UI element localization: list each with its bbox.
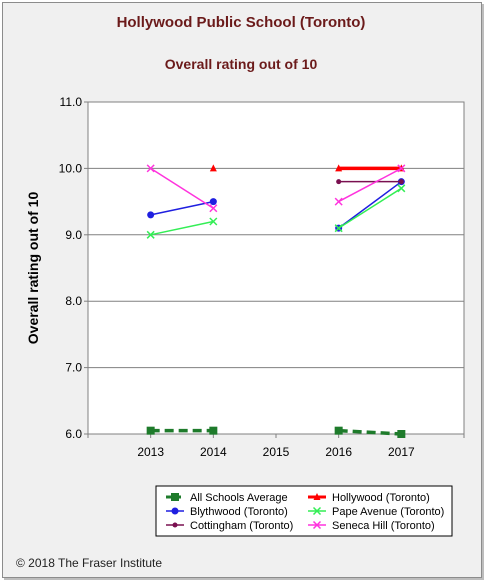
series-3 <box>146 184 406 239</box>
data-point <box>171 493 179 501</box>
data-point <box>398 179 404 185</box>
y-axis-label: Overall rating out of 10 <box>25 192 41 345</box>
x-tick-label: 2016 <box>325 445 352 459</box>
data-point <box>397 184 406 193</box>
data-point <box>172 522 178 528</box>
legend-item: All Schools Average <box>166 492 288 504</box>
data-point <box>209 164 217 172</box>
series-line <box>338 187 402 229</box>
y-tick-label: 10.0 <box>59 161 83 175</box>
axes: 6.0 7.0 8.0 9.0 10.0 11.0 2013 2014 2015 2016 2017 <box>59 95 465 459</box>
y-tick-label: 8.0 <box>65 294 82 308</box>
series-layer <box>146 164 406 438</box>
data-point <box>312 520 322 530</box>
x-tick-label: 2017 <box>388 445 415 459</box>
series-line <box>150 167 214 209</box>
series-line <box>150 220 214 236</box>
legend-label: Pape Avenue (Toronto) <box>332 506 444 518</box>
y-tick-label: 7.0 <box>65 361 82 375</box>
legend-box <box>155 485 453 537</box>
series-line <box>338 181 402 229</box>
data-point <box>313 493 321 500</box>
series-5 <box>146 164 406 213</box>
data-point <box>146 230 155 239</box>
data-point <box>335 164 343 172</box>
series-line <box>338 167 402 203</box>
data-point <box>312 506 322 516</box>
legend-label: All Schools Average <box>190 492 288 504</box>
data-point <box>334 426 343 435</box>
data-point <box>146 426 155 435</box>
data-point <box>397 430 406 438</box>
x-tick-label: 2014 <box>200 445 227 459</box>
legend-label: Seneca Hill (Toronto) <box>332 520 435 532</box>
y-tick-label: 9.0 <box>65 228 82 242</box>
x-tick-label: 2015 <box>263 445 290 459</box>
data-point <box>209 426 218 435</box>
y-tick-label: 6.0 <box>65 427 82 441</box>
legend-item: Cottingham (Toronto) <box>166 520 293 532</box>
legend-item: Pape Avenue (Toronto) <box>308 506 444 518</box>
legend-item: Hollywood (Toronto) <box>308 492 430 504</box>
data-point <box>147 211 155 219</box>
data-point <box>397 164 406 173</box>
legend-item: Seneca Hill (Toronto) <box>308 520 435 532</box>
legend-item: Blythwood (Toronto) <box>166 506 288 518</box>
data-point <box>209 198 217 206</box>
series-line <box>150 200 214 216</box>
data-point <box>334 197 343 206</box>
chart-title: Hollywood Public School (Toronto) <box>116 14 366 31</box>
series-line <box>338 428 402 436</box>
legend-label: Hollywood (Toronto) <box>332 492 430 504</box>
plot-area <box>87 101 465 435</box>
legend: All Schools Average Hollywood (Toronto) Bl… <box>166 492 444 532</box>
series-4 <box>336 179 404 185</box>
data-point <box>209 217 218 226</box>
data-point <box>171 507 179 515</box>
data-point <box>209 204 218 213</box>
data-point <box>146 164 155 173</box>
series-0 <box>146 426 406 438</box>
x-tick-label: 2013 <box>137 445 164 459</box>
copyright-text: © 2018 The Fraser Institute <box>16 556 163 570</box>
data-point <box>336 179 342 185</box>
data-point <box>334 224 343 233</box>
legend-label: Blythwood (Toronto) <box>190 506 288 518</box>
chart-subtitle: Overall rating out of 10 <box>164 56 318 72</box>
legend-label: Cottingham (Toronto) <box>190 520 293 532</box>
y-tick-label: 11.0 <box>60 95 83 109</box>
